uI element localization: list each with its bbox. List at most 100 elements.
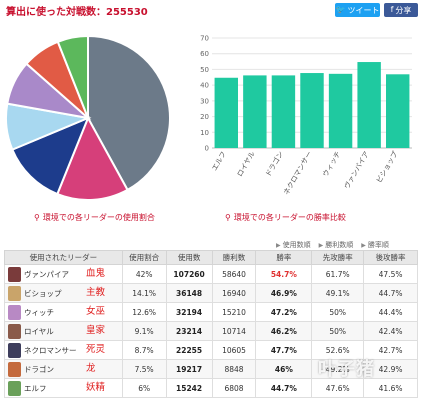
col-header-leader[interactable]: 使用されたリーダー [4, 250, 123, 265]
first-winrate-cell: 47.6% [311, 378, 365, 398]
watermark-logo: 叶子猪 [318, 359, 375, 380]
first-winrate-cell: 50% [311, 302, 365, 322]
usage-cell: 23214 [165, 321, 213, 341]
leader-cell: ウィッチ 女巫 [4, 302, 123, 322]
pie-slice-2[interactable] [11, 116, 90, 196]
leader-cell: ドラゴン 龙 [4, 359, 123, 379]
share-button[interactable]: f 分享 [384, 3, 418, 17]
x-tick-label: ビショップ [374, 150, 399, 185]
leader-name: ドラゴン [24, 364, 54, 374]
wins-cell: 6808 [211, 378, 257, 398]
y-tick-label: 0 [205, 145, 209, 153]
leader-name: ビショップ [24, 288, 62, 298]
table-row: ロイヤル 皇家 9.1% 23214 10714 46.2% 50% 42.4% [4, 321, 418, 341]
col-header-winrate[interactable]: 勝率 [255, 250, 313, 265]
col-header-second-winrate[interactable]: 後攻勝率 [363, 250, 418, 265]
usage-cell: 36148 [165, 283, 213, 303]
leader-kanji-annotation: 死灵 [86, 343, 106, 355]
twitter-bird-icon: 🐦 [335, 5, 346, 14]
first-winrate-cell: 49.2% [311, 359, 365, 379]
col-header-first-winrate[interactable]: 先攻勝率 [311, 250, 365, 265]
col-header-wins[interactable]: 勝利数 [211, 250, 257, 265]
bar-caption-text: 環境での各リーダーの勝率比較 [233, 213, 346, 222]
winrate-cell: 46% [255, 359, 313, 379]
usage-pct-cell: 8.7% [121, 340, 167, 360]
table-row: ドラゴン 龙 7.5% 19217 8848 46% 49.2% 42.9% [4, 359, 418, 379]
usage-pie-chart [5, 34, 171, 201]
wins-cell: 16940 [211, 283, 257, 303]
second-winrate-cell: 42.9% [363, 359, 418, 379]
col-header-usage-pct[interactable]: 使用割合 [121, 250, 167, 265]
col-header-usage[interactable]: 使用数 [165, 250, 213, 265]
leader-cell: ビショップ 主教 [4, 283, 123, 303]
sort-by-usage[interactable]: ▶ 使用数順 [276, 241, 311, 249]
leader-name: ロイヤル [24, 326, 54, 336]
leader-name: エルフ [24, 383, 47, 393]
leader-kanji-annotation: 血鬼 [86, 267, 106, 279]
winrate-cell: 47.7% [255, 340, 313, 360]
usage-pct-cell: 9.1% [121, 321, 167, 341]
pie-slice-0[interactable] [87, 34, 171, 192]
table-header-row: 使用されたリーダー 使用割合 使用数 勝利数 勝率 先攻勝率 後攻勝率 [4, 250, 418, 265]
table-row: ネクロマンサー 死灵 8.7% 22255 10605 47.7% 52.6% 42.7% [4, 340, 418, 360]
triangle-right-icon: ▶ [276, 241, 281, 249]
x-tick-label: ウィッチ [321, 150, 342, 178]
leader-cell: ネクロマンサー 死灵 [4, 340, 123, 360]
leader-avatar [8, 342, 21, 358]
bar-chart-caption: ⚲ 環境での各リーダーの勝率比較 [225, 212, 346, 223]
map-pin-icon: ⚲ [225, 213, 231, 222]
leader-avatar [8, 361, 21, 377]
usage-pct-cell: 12.6% [121, 302, 167, 322]
leader-kanji-annotation: 主教 [86, 286, 106, 298]
first-winrate-cell: 49.1% [311, 283, 365, 303]
map-pin-icon: ⚲ [34, 213, 40, 222]
winrate-cell: 46.2% [255, 321, 313, 341]
first-winrate-cell: 61.7% [311, 264, 365, 284]
wins-cell: 10605 [211, 340, 257, 360]
table-row: エルフ 妖精 6% 15242 6808 44.7% 47.6% 41.6% [4, 378, 418, 398]
table-row: ヴァンパイア 血鬼 42% 107260 58640 54.7% 61.7% 47.5% [4, 264, 418, 284]
y-tick-label: 60 [200, 50, 209, 58]
table-row: ビショップ 主教 14.1% 36148 16940 46.9% 49.1% 44.7% [4, 283, 418, 303]
wins-cell: 58640 [211, 264, 257, 284]
usage-pct-cell: 6% [121, 378, 167, 398]
usage-pct-cell: 42% [121, 264, 167, 284]
bar-1[interactable] [243, 75, 267, 148]
bar-6[interactable] [386, 74, 410, 148]
bar-0[interactable] [214, 77, 238, 148]
x-tick-label: ロイヤル [236, 150, 257, 178]
bar-4[interactable] [328, 73, 353, 148]
leader-avatar [8, 304, 21, 320]
bar-5[interactable] [357, 62, 381, 148]
leader-kanji-annotation: 妖精 [86, 381, 106, 393]
triangle-right-icon: ▶ [318, 241, 324, 249]
winrate-cell: 47.2% [255, 302, 313, 322]
usage-pct-cell: 7.5% [121, 359, 167, 379]
bar-3[interactable] [300, 73, 324, 148]
tweet-button[interactable]: 🐦 ツイート [335, 3, 380, 17]
bar-2[interactable] [271, 75, 296, 148]
leader-name: ネクロマンサー [24, 345, 77, 355]
usage-cell: 32194 [165, 302, 213, 322]
y-tick-label: 10 [200, 129, 209, 137]
x-tick-label: ドラゴン [263, 150, 285, 179]
sort-by-winrate[interactable]: ▶ 勝率順 [361, 241, 389, 249]
pie-slice-1[interactable] [56, 115, 129, 201]
sort-by-wins[interactable]: ▶ 勝利数順 [318, 241, 354, 249]
second-winrate-cell: 42.4% [363, 321, 418, 341]
leader-name: ヴァンパイア [24, 269, 69, 279]
second-winrate-cell: 44.7% [363, 283, 418, 303]
y-tick-label: 50 [200, 66, 209, 74]
usage-pct-cell: 14.1% [121, 283, 167, 303]
sort-options: ▶ 使用数順 ▶ 勝利数順 ▶ 勝率順 [276, 240, 389, 250]
pie-slice-6[interactable] [56, 34, 89, 119]
wins-cell: 15210 [211, 302, 257, 322]
second-winrate-cell: 47.5% [363, 264, 418, 284]
facebook-icon: f [390, 5, 394, 14]
leader-avatar [8, 266, 21, 282]
table-row: ウィッチ 女巫 12.6% 32194 15210 47.2% 50% 44.4% [4, 302, 418, 322]
leader-kanji-annotation: 龙 [86, 362, 96, 374]
leader-avatar [8, 285, 21, 301]
triangle-right-icon: ▶ [361, 241, 366, 249]
leader-cell: エルフ 妖精 [4, 378, 123, 398]
